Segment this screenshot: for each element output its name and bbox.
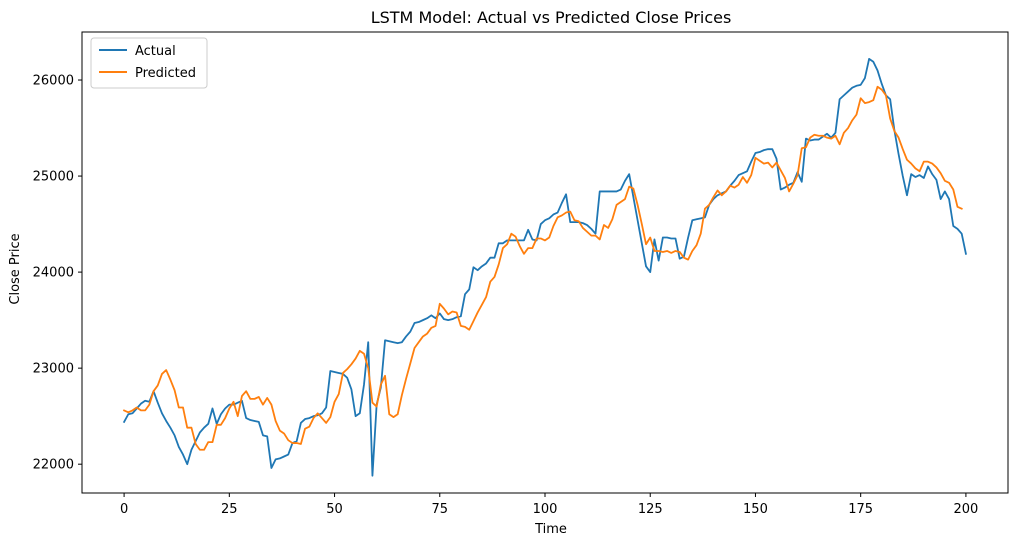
y-tick-label: 26000	[33, 74, 74, 89]
x-tick-label: 100	[533, 502, 558, 517]
x-tick-label: 75	[431, 502, 448, 517]
x-tick-label: 50	[326, 502, 343, 517]
chart-title: LSTM Model: Actual vs Predicted Close Pr…	[371, 8, 732, 27]
x-tick-label: 150	[743, 502, 768, 517]
axes: 0 25 50 75 100 125 150 175 200 22000 23000 24000 250…	[33, 31, 1009, 517]
y-tick-label: 23000	[33, 362, 74, 377]
series-line-predicted	[122, 85, 963, 451]
x-tick-label: 125	[638, 502, 663, 517]
x-tick-label: 0	[120, 502, 128, 517]
y-tick-label: 22000	[33, 458, 74, 473]
legend-label-actual: Actual	[135, 44, 176, 59]
y-axis-label: Close Price	[8, 233, 23, 304]
x-axis-label: Time	[534, 522, 567, 537]
x-tick-label: 25	[221, 502, 238, 517]
legend: Actual Predicted	[90, 37, 208, 89]
series-line-actual	[122, 57, 967, 477]
x-tick-label: 175	[848, 502, 873, 517]
y-tick-label: 24000	[33, 266, 74, 281]
plot-area	[122, 57, 967, 477]
legend-label-predicted: Predicted	[135, 66, 196, 81]
x-tick-label: 200	[953, 502, 978, 517]
y-tick-label: 25000	[33, 170, 74, 185]
